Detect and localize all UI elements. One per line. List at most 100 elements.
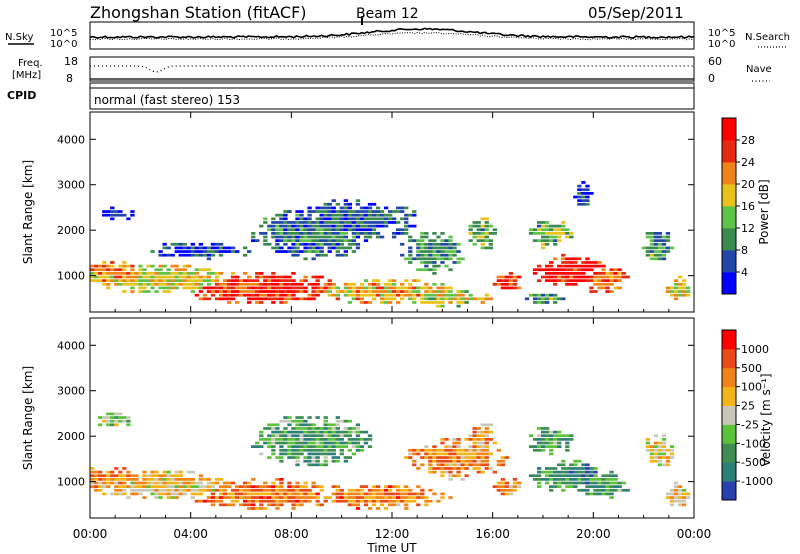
- heatmap-cell: [379, 290, 385, 293]
- heatmap-cell: [500, 478, 506, 481]
- heatmap-cell: [657, 456, 663, 459]
- heatmap-cell: [130, 272, 135, 275]
- heatmap-cell: [363, 503, 369, 507]
- heatmap-cell: [150, 286, 155, 290]
- heatmap-cell: [110, 268, 115, 272]
- heatmap-cell: [335, 239, 340, 242]
- heatmap-cell: [396, 496, 401, 499]
- heatmap-cell: [206, 488, 212, 492]
- heatmap-cell: [408, 261, 413, 264]
- heatmap-cell: [452, 467, 457, 470]
- heatmap-cell: [404, 503, 409, 507]
- heatmap-cell: [613, 286, 618, 290]
- colorbar-tick-label: 8: [741, 244, 748, 257]
- heatmap-cell: [283, 235, 288, 239]
- heatmap-cell: [540, 221, 546, 224]
- heatmap-cell: [226, 290, 232, 293]
- heatmap-cell: [259, 290, 264, 293]
- heatmap-cell: [311, 427, 316, 430]
- heatmap-cell: [222, 290, 228, 293]
- heatmap-cell: [271, 286, 276, 290]
- heatmap-cell: [283, 239, 288, 242]
- heatmap-cell: [279, 290, 284, 293]
- heatmap-cell: [182, 242, 187, 246]
- heatmap-cell: [460, 478, 465, 481]
- heatmap-cell: [291, 228, 296, 232]
- heatmap-cell: [472, 221, 477, 224]
- heatmap-cell: [271, 438, 276, 441]
- heatmap-cell: [420, 463, 425, 467]
- heatmap-cell: [238, 286, 244, 290]
- heatmap-cell: [110, 492, 115, 496]
- heatmap-cell: [327, 239, 332, 242]
- heatmap-cell: [392, 492, 397, 496]
- heatmap-cell: [661, 250, 667, 253]
- heatmap-cell: [508, 279, 514, 282]
- heatmap-cell: [553, 228, 558, 232]
- heatmap-cell: [335, 492, 340, 496]
- heatmap-cell: [428, 463, 433, 467]
- heatmap-cell: [166, 290, 171, 293]
- heatmap-cell: [440, 253, 445, 257]
- heatmap-cell: [291, 293, 296, 297]
- heatmap-cell: [251, 297, 256, 301]
- heatmap-cell: [387, 282, 393, 286]
- heatmap-cell: [484, 438, 489, 441]
- heatmap-cell: [158, 268, 163, 272]
- heatmap-cell: [218, 290, 224, 293]
- heatmap-cell: [416, 257, 421, 261]
- colorbar-swatch: [722, 348, 736, 369]
- heatmap-cell: [259, 503, 264, 507]
- heatmap-cell: [371, 232, 377, 235]
- heatmap-cell: [110, 419, 115, 423]
- heatmap-cell: [681, 499, 687, 503]
- heatmap-cell: [94, 488, 99, 492]
- heatmap-cell: [255, 272, 260, 275]
- heatmap-cell: [581, 481, 586, 485]
- heatmap-cell: [138, 282, 143, 286]
- heatmap-cell: [557, 474, 562, 478]
- heatmap-cell: [218, 492, 224, 496]
- heatmap-cell: [198, 268, 204, 272]
- heatmap-cell: [323, 239, 328, 242]
- heatmap-cell: [452, 445, 457, 448]
- heatmap-cell: [174, 279, 179, 282]
- heatmap-cell: [206, 253, 212, 257]
- heatmap-cell: [532, 301, 538, 304]
- colorbar-swatch: [722, 367, 736, 388]
- heatmap-cell: [307, 293, 312, 297]
- heatmap-cell: [355, 488, 361, 492]
- heatmap-cell: [359, 488, 365, 492]
- heatmap-cell: [448, 459, 453, 463]
- heatmap-cell: [540, 438, 546, 441]
- heatmap-cell: [327, 213, 332, 217]
- heatmap-cell: [549, 279, 554, 282]
- heatmap-cell: [170, 282, 175, 286]
- heatmap-cell: [371, 217, 377, 221]
- heatmap-cell: [428, 459, 433, 463]
- heatmap-cell: [251, 492, 256, 496]
- heatmap-cell: [480, 242, 485, 246]
- heatmap-cell: [665, 496, 671, 499]
- heatmap-cell: [428, 268, 433, 272]
- heatmap-cell: [424, 257, 429, 261]
- heatmap-cell: [645, 232, 651, 235]
- heatmap-cell: [299, 430, 304, 434]
- heatmap-cell: [677, 496, 683, 499]
- heatmap-cell: [166, 268, 171, 272]
- heatmap-cell: [130, 492, 135, 496]
- heatmap-cell: [528, 434, 534, 438]
- heatmap-cell: [295, 242, 300, 246]
- time-axis-label: Time UT: [366, 541, 417, 554]
- heatmap-cell: [585, 188, 590, 192]
- heatmap-cell: [609, 481, 614, 485]
- heatmap-cell: [210, 290, 216, 293]
- heatmap-cell: [343, 441, 349, 445]
- heatmap-cell: [283, 210, 288, 213]
- heatmap-cell: [295, 217, 300, 221]
- heatmap-cell: [170, 492, 175, 496]
- heatmap-cell: [198, 246, 204, 250]
- heatmap-cell: [295, 239, 300, 242]
- heatmap-cell: [605, 282, 610, 286]
